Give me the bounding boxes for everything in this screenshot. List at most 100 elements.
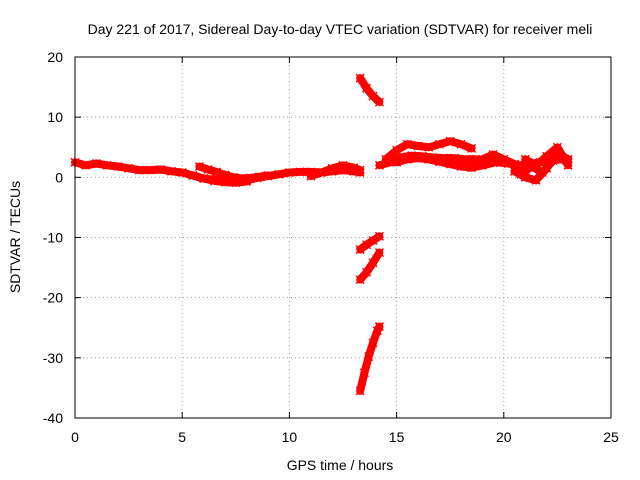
data-point — [317, 167, 327, 178]
data-point — [355, 165, 365, 175]
data-point — [359, 368, 369, 378]
data-point — [113, 161, 123, 172]
data-point — [355, 386, 365, 396]
data-point — [531, 175, 541, 185]
axis-tick-labels: 0 5 10 15 20 25 -40 -30 -20 -10 0 10 20 — [43, 49, 619, 445]
data-point — [552, 142, 562, 152]
data-point — [488, 158, 498, 168]
data-point — [355, 73, 365, 83]
data-point — [563, 160, 573, 170]
data-point — [368, 235, 378, 246]
data-point — [327, 163, 337, 173]
data-point — [188, 170, 198, 181]
data-point — [520, 154, 530, 164]
x-axis-label: GPS time / hours — [287, 457, 394, 473]
y-tick-label: 10 — [47, 109, 63, 125]
data-point — [355, 245, 365, 255]
y-tick-label: -30 — [43, 350, 63, 366]
data-point — [424, 142, 434, 152]
data-point — [124, 163, 134, 173]
data-point — [402, 139, 412, 149]
data-point — [392, 145, 402, 155]
data-point — [424, 154, 434, 164]
data-point — [203, 164, 213, 175]
data-point — [413, 141, 423, 151]
data-point — [284, 167, 294, 178]
data-point — [209, 176, 219, 186]
data-point — [355, 275, 365, 285]
data-point — [368, 258, 378, 268]
data-point — [499, 154, 509, 164]
data-point — [445, 159, 455, 169]
data-series — [306, 160, 365, 181]
data-point — [349, 163, 359, 173]
data-point — [166, 166, 177, 176]
series-trace — [517, 156, 558, 179]
data-point — [488, 149, 498, 160]
data-point — [456, 139, 466, 149]
y-tick-label: 0 — [55, 169, 63, 185]
data-series — [381, 136, 477, 164]
data-point — [413, 153, 423, 163]
data-point — [516, 169, 526, 179]
data-point — [177, 167, 187, 178]
data-point — [527, 161, 537, 172]
data-point — [194, 161, 204, 172]
data-point — [220, 177, 230, 187]
series-trace — [188, 171, 251, 187]
data-point — [306, 171, 316, 181]
data-point — [467, 160, 477, 170]
data-point — [374, 97, 384, 107]
x-tick-label: 20 — [496, 429, 512, 445]
data-series — [188, 170, 252, 188]
grid-lines — [75, 57, 611, 418]
y-tick-label: 20 — [47, 49, 63, 65]
data-series — [355, 322, 384, 396]
data-point — [445, 136, 455, 146]
data-point — [434, 157, 445, 167]
data-point — [263, 170, 273, 181]
y-tick-label: -40 — [43, 410, 63, 426]
data-point — [509, 159, 520, 169]
x-tick-label: 0 — [71, 429, 79, 445]
data-point — [467, 143, 477, 153]
data-series — [355, 73, 384, 107]
data-point — [362, 83, 372, 93]
data-point — [134, 165, 144, 175]
data-point — [156, 164, 166, 175]
data-series — [355, 231, 384, 255]
data-point — [102, 160, 112, 170]
x-tick-label: 15 — [389, 429, 405, 445]
data-point — [145, 165, 155, 175]
data-series — [355, 248, 384, 285]
x-tick-label: 5 — [178, 429, 186, 445]
data-point — [402, 154, 412, 164]
data-point — [477, 154, 487, 164]
x-tick-label: 10 — [282, 429, 298, 445]
data-point — [241, 177, 252, 187]
data-point — [199, 174, 209, 184]
data-point — [295, 167, 305, 177]
data-point — [392, 157, 402, 167]
y-tick-label: -10 — [43, 230, 63, 246]
data-point — [211, 167, 222, 177]
data-point — [381, 154, 391, 164]
x-tick-label: 25 — [603, 429, 619, 445]
data-point — [364, 352, 374, 362]
data-point — [220, 170, 230, 180]
data-point — [81, 160, 91, 170]
data-series — [516, 155, 558, 179]
data-point — [374, 322, 384, 332]
chart-title: Day 221 of 2017, Sidereal Day-to-day VTE… — [88, 21, 593, 37]
y-tick-label: -20 — [43, 290, 63, 306]
data-point — [362, 267, 372, 277]
data-point — [456, 161, 466, 172]
data-point — [338, 160, 348, 170]
data-point — [91, 158, 101, 169]
data-point — [362, 240, 372, 250]
data-point — [368, 338, 378, 348]
data-point — [548, 155, 558, 166]
axis-ticks — [74, 56, 612, 419]
y-axis-label: SDTVAR / TECUs — [7, 181, 23, 293]
